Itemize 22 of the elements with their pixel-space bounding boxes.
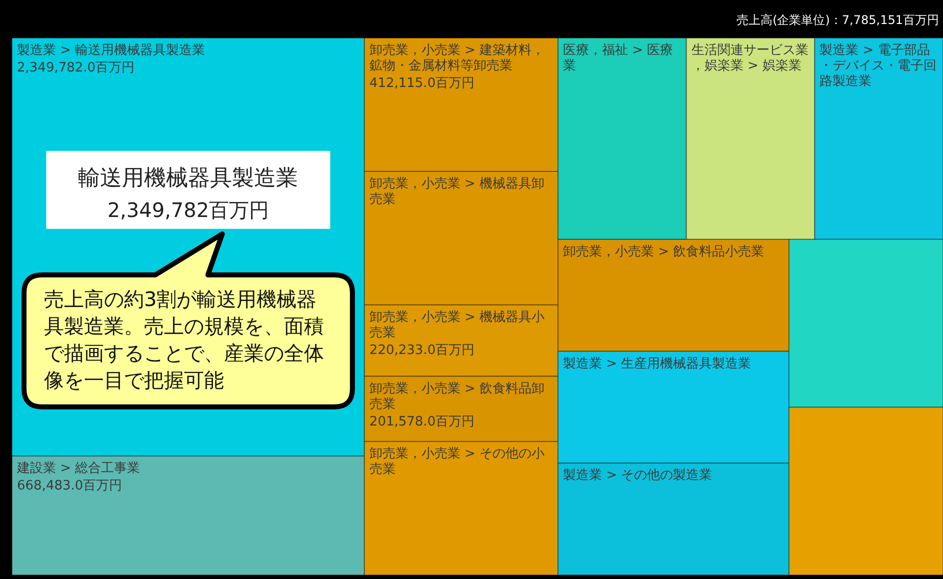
category-label: 卸売業，小売業 > 機械器具卸売業 <box>369 176 545 207</box>
text: 売上高(企業単位)：7,785,151百万円 <box>736 13 939 27</box>
text: 2,349,782百万円 <box>107 198 270 222</box>
text: 売上高の約3割が輸送用機械器具製造業。売上の規模を、面積で描画することで、産業の全体像を一目で把握可能 <box>44 286 324 392</box>
category-label: 医療，福祉 > 医療業 <box>563 43 674 74</box>
data-label: 412,115.0百万円 <box>369 76 475 91</box>
category-label: 卸売業，小売業 > 飲食料品卸売業 <box>369 381 545 412</box>
category-label: 製造業 > 生産用機械器具製造業 <box>563 355 752 372</box>
category-label: 卸売業，小売業 > 建築材料，鉱物・金属材料等卸売業 <box>369 43 545 74</box>
category-label: 建設業 > 総合工事業 <box>16 461 140 476</box>
category-label: 卸売業，小売業 > 飲食料品小売業 <box>563 244 764 260</box>
data-label: 668,483.0百万円 <box>17 478 122 494</box>
category-label: 生活関連サービス業，娯楽業 > 娯楽業 <box>691 43 808 74</box>
category-label: 製造業 > 電子部品・デバイス・電子回路製造業 <box>820 43 937 89</box>
category-label: 製造業 > 輸送用機械器具製造業 <box>17 43 206 58</box>
text: 輸送用機械器具製造業 <box>78 166 298 191</box>
data-label: 201,578.0百万円 <box>369 414 475 430</box>
category-label: 製造業 > その他の製造業 <box>563 468 712 484</box>
data-label: 2,349,782.0百万円 <box>17 60 135 76</box>
data-label: 220,233.0百万円 <box>369 342 475 358</box>
category-label: 卸売業，小売業 > 機械器具小売業 <box>369 310 545 340</box>
category-label: 卸売業，小売業 > その他の小売業 <box>369 446 545 478</box>
